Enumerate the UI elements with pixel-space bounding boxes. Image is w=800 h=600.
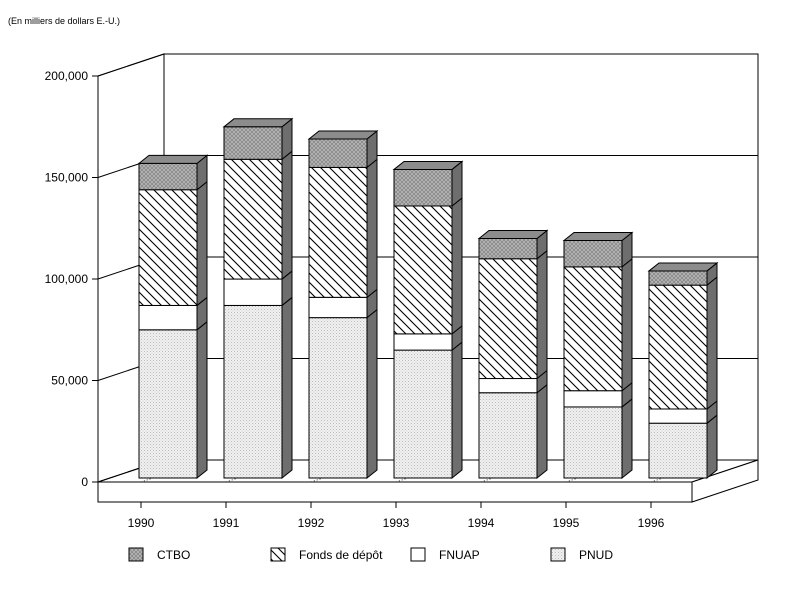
bar-segment-fnuap-1991 (223, 270, 293, 307)
bar-stack-1992 (307, 129, 379, 480)
x-tick-label: 1996 (638, 516, 665, 530)
x-tick-label: 1995 (553, 516, 580, 530)
legend-swatch (270, 547, 286, 562)
bar-segment-fonds-de-d-p-t-1992 (308, 158, 378, 299)
floor-front (97, 481, 693, 503)
bar-segment-ctbo-1992 (307, 129, 379, 169)
x-tick-label: 1991 (213, 516, 240, 530)
legend-item-fonds-de-d-p-t: Fonds de dépôt (270, 547, 383, 562)
x-tick-label: 1992 (298, 516, 325, 530)
bar-segment-pnud-1994 (478, 383, 548, 480)
y-tick-label: 50,000 (51, 374, 88, 388)
bar-segment-fonds-de-d-p-t-1991 (223, 150, 293, 281)
bar-segment-fonds-de-d-p-t-1993 (393, 196, 463, 335)
bar-segment-fonds-de-d-p-t-1996 (648, 276, 718, 411)
bar-segment-ctbo-1993 (392, 160, 464, 208)
legend-label: FNUAP (439, 548, 480, 562)
y-tick-label: 150,000 (45, 171, 89, 185)
bar-stack-1995 (562, 231, 634, 480)
bar-segment-ctbo-1991 (222, 117, 294, 161)
legend-label: CTBO (157, 548, 190, 562)
bar-segment-pnud-1991 (223, 296, 293, 480)
y-tick-depth (97, 53, 165, 77)
legend-swatch (410, 547, 426, 562)
bar-segment-pnud-1995 (563, 397, 633, 480)
bars (137, 117, 719, 480)
bar-stack-1993 (392, 160, 464, 480)
legend-item-fnuap: FNUAP (410, 547, 480, 562)
bar-stack-1994 (477, 229, 549, 480)
floor-side (691, 459, 759, 503)
y-tick-label: 0 (81, 475, 88, 489)
legend-swatch (550, 547, 566, 562)
bar-segment-pnud-1990 (138, 320, 208, 480)
bar-segment-fonds-de-d-p-t-1994 (478, 249, 548, 380)
bar-segment-ctbo-1996 (647, 261, 719, 287)
bar-segment-pnud-1996 (648, 414, 718, 480)
y-tick-label: 100,000 (45, 272, 89, 286)
legend-label: Fonds de dépôt (299, 548, 383, 562)
unit-note: (En milliers de dollars E.-U.) (8, 16, 120, 26)
bar-segment-fnuap-1990 (138, 296, 208, 331)
bar-segment-ctbo-1995 (562, 231, 634, 268)
bar-segment-fonds-de-d-p-t-1995 (563, 257, 633, 392)
bar-segment-pnud-1992 (308, 308, 378, 480)
x-tick-label: 1990 (128, 516, 155, 530)
bar-segment-ctbo-1990 (137, 154, 209, 191)
bar-segment-ctbo-1994 (477, 229, 549, 260)
legend-item-ctbo: CTBO (128, 547, 190, 562)
legend-label: PNUD (579, 548, 613, 562)
bar-stack-1996 (647, 261, 719, 480)
x-tick-label: 1993 (383, 516, 410, 530)
bar-stack-1990 (137, 154, 209, 480)
bar-stack-1991 (222, 117, 294, 480)
bar-segment-fnuap-1994 (478, 369, 548, 394)
legend-swatch (128, 547, 144, 562)
y-tick-label: 200,000 (45, 69, 89, 83)
legend: CTBO Fonds de dépôt FNUAP PNUD (128, 547, 613, 562)
bar-segment-fonds-de-d-p-t-1990 (138, 180, 208, 307)
bar-segment-pnud-1993 (393, 341, 463, 480)
legend-item-pnud: PNUD (550, 547, 613, 562)
x-tick-label: 1994 (468, 516, 495, 530)
